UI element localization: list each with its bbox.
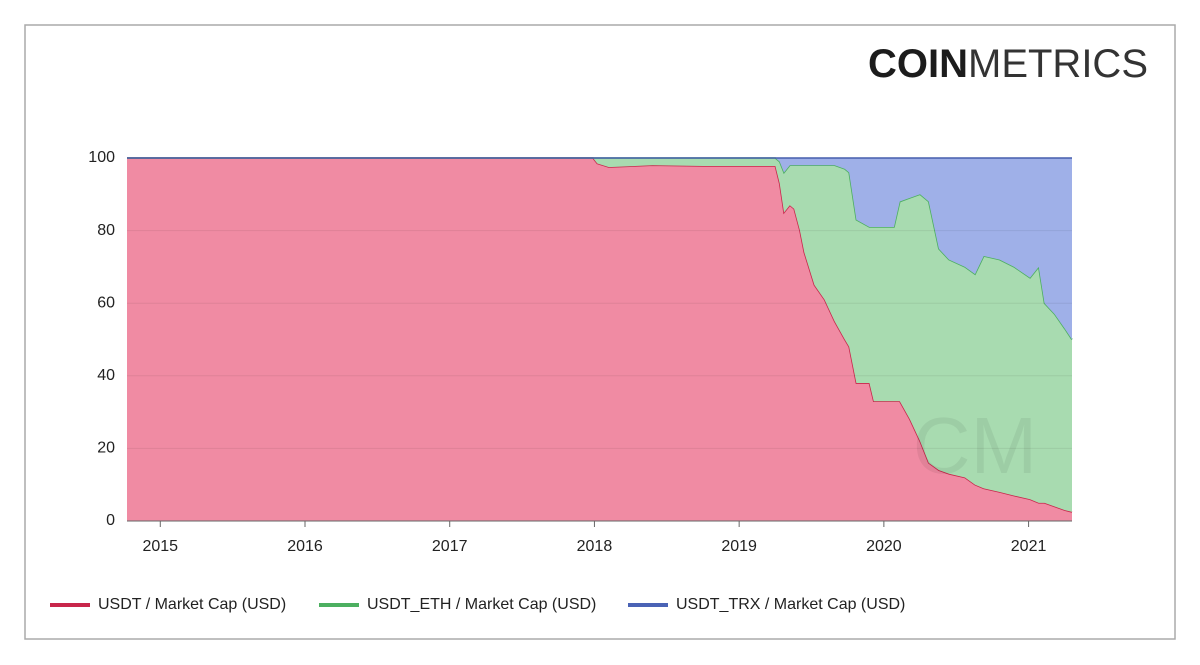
plot-area: 0 20 40 60 80 100 2015 2016 2017 2018 2019 2020 2021 xyxy=(88,149,1073,555)
x-tick-label: 2016 xyxy=(287,538,323,555)
area-fill xyxy=(127,158,1072,521)
y-tick-label: 40 xyxy=(97,367,115,384)
logo-light: METRICS xyxy=(968,42,1148,86)
logo-bold: COIN xyxy=(868,42,968,86)
x-tick-label: 2015 xyxy=(142,538,178,555)
legend-label: USDT / Market Cap (USD) xyxy=(98,596,286,613)
y-tick-label: 80 xyxy=(97,222,115,239)
area-fill xyxy=(127,158,1072,512)
x-tick-label: 2017 xyxy=(432,538,468,555)
y-tick-label: 100 xyxy=(88,149,115,166)
x-tick-label: 2021 xyxy=(1011,538,1047,555)
watermark: CM xyxy=(913,401,1037,490)
y-tick-label: 0 xyxy=(106,512,115,529)
x-tick-label: 2019 xyxy=(721,538,757,555)
legend-label: USDT_ETH / Market Cap (USD) xyxy=(367,596,596,613)
logo: COINMETRICS xyxy=(868,42,1148,86)
area-fill xyxy=(127,158,1072,340)
y-tick-label: 60 xyxy=(97,294,115,311)
x-tick-label: 2018 xyxy=(577,538,613,555)
legend-label: USDT_TRX / Market Cap (USD) xyxy=(676,596,905,613)
y-tick-label: 20 xyxy=(97,440,115,457)
x-tick-label: 2020 xyxy=(866,538,902,555)
